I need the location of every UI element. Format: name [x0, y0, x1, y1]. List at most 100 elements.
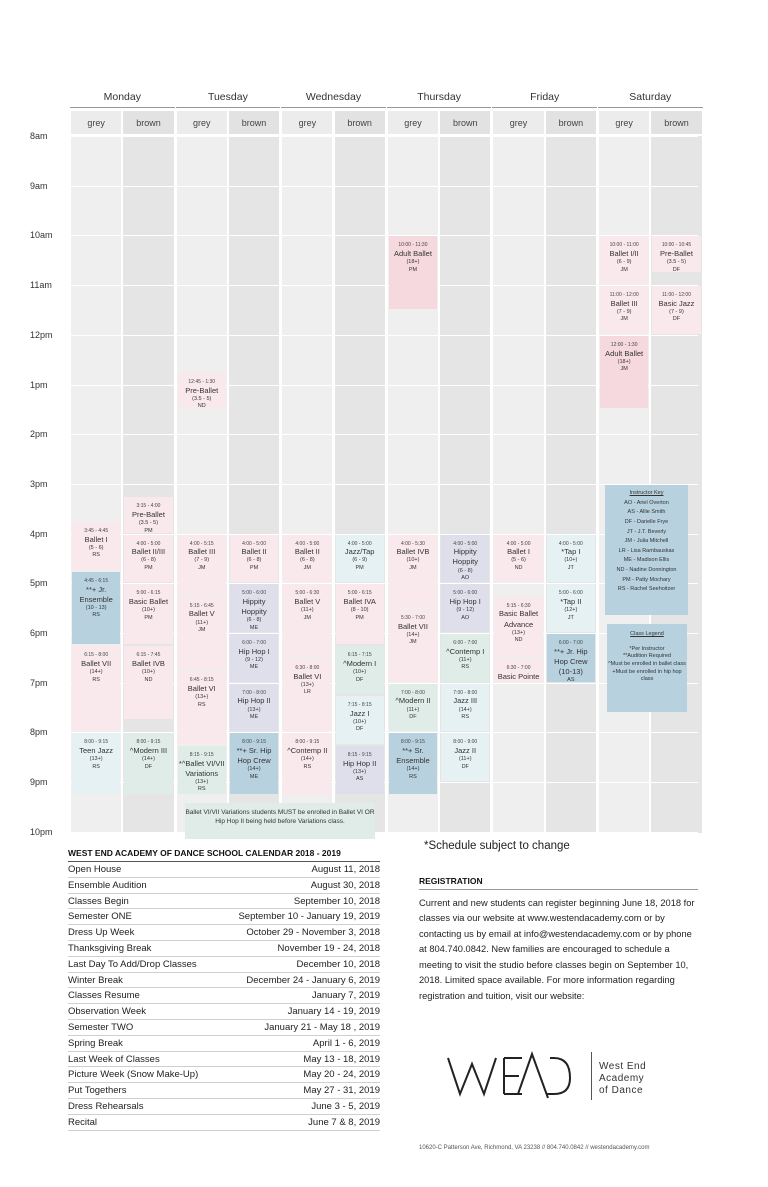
- class-time: 6:30 - 7:00: [506, 664, 531, 671]
- time-label: 4pm: [30, 528, 48, 539]
- class-time: 10:00 - 10:45: [661, 242, 692, 249]
- logo-line: Academy: [599, 1073, 645, 1085]
- class-block: 11:00 - 12:00 Ballet III (7 - 9) JM: [600, 286, 649, 334]
- calendar-row: Semester TWO January 21 - May 18 , 2019: [68, 1020, 380, 1036]
- room-header-brown: brown: [440, 111, 491, 135]
- class-instructor: JM: [409, 564, 417, 571]
- hour-gridline: [70, 235, 698, 237]
- class-schedule: Monday grey brown Tuesday grey brown Wednesday…: [30, 86, 703, 837]
- class-age: (11+): [195, 619, 209, 626]
- time-label: 2pm: [30, 429, 48, 440]
- class-age: (3.5 - 5): [666, 259, 687, 266]
- time-label: 10pm: [30, 826, 53, 837]
- calendar-date: June 7 & 8, 2019: [308, 1116, 380, 1128]
- class-time: 8:00 - 9:15: [242, 739, 266, 746]
- logo-line: West End: [599, 1061, 647, 1072]
- class-block: 5:30 - 7:00 Ballet VII (14+) JM: [388, 609, 438, 682]
- class-block: 8:00 - 9:15 ^Contemp II (14+) RS: [283, 733, 332, 794]
- class-block: 4:00 - 5:00 *Tap I (10+) JT: [546, 534, 595, 583]
- class-block: 4:00 - 5:00 Ballet I (5 - 6) ND: [494, 534, 543, 583]
- class-block: 8:00 - 9:15 **+ Sr. Ensemble (14+) RS: [388, 733, 438, 794]
- class-instructor: RS: [409, 773, 417, 780]
- class-age: (10+): [141, 607, 155, 614]
- class-instructor: JM: [409, 639, 417, 646]
- hour-gridline: [70, 831, 698, 833]
- class-block: 6:15 - 7:15 ^Modern I (10+) DF: [335, 646, 384, 695]
- class-age: (5 - 6): [88, 545, 104, 552]
- class-age: (14+): [406, 632, 420, 639]
- class-block: 5:00 - 6:30 Ballet V (11+) JM: [283, 584, 332, 657]
- class-name: Ballet I: [507, 547, 530, 557]
- class-name: **+ Jr. Hip Hop Crew (10-13): [554, 646, 588, 676]
- class-instructor: JM: [303, 614, 311, 621]
- class-instructor: AS: [567, 677, 575, 682]
- class-time: 6:30 - 8:00: [295, 664, 320, 671]
- class-age: (6 - 8): [141, 557, 156, 564]
- class-time: 6:45 - 8:15: [189, 677, 214, 684]
- class-name: Hip Hop II: [342, 758, 377, 768]
- calendar-row: Winter Break December 24 - January 6, 201…: [68, 973, 380, 989]
- class-instructor: RS: [461, 713, 470, 720]
- calendar-row: Dress Up Week October 29 - November 3, 20…: [68, 925, 380, 941]
- instructor-key-item: DF - Darielle Frye: [624, 518, 669, 525]
- class-name: Ballet I/II: [609, 249, 639, 259]
- class-time: 6:15 - 8:00: [84, 652, 109, 659]
- instructor-key-item: LR - Lisa Rambauskas: [618, 547, 675, 554]
- class-name: Jazz II: [454, 746, 477, 756]
- class-instructor: RS: [92, 676, 100, 683]
- class-name: Pre-Ballet: [185, 385, 219, 395]
- class-name: *^Ballet VI/VII Variations: [178, 758, 225, 778]
- calendar-date: November 19 - 24, 2018: [277, 942, 380, 954]
- class-time: 4:00 - 5:00: [453, 540, 478, 547]
- class-name: **+ Sr. Ensemble: [396, 746, 430, 766]
- hour-gridline: [70, 334, 698, 336]
- instructor-key-item: ME - Madison Ellis: [623, 557, 670, 564]
- class-name: Ballet IVB: [396, 547, 430, 557]
- class-time: 8:00 - 9:15: [84, 739, 109, 746]
- class-instructor: ND: [197, 403, 206, 409]
- calendar-event: Open House: [68, 864, 122, 875]
- class-age: (10+): [564, 557, 578, 564]
- instructor-key-item: RS - Rachel Seehoitzer: [617, 586, 676, 593]
- class-block: 4:00 - 5:30 Ballet IVB (10+) JM: [388, 534, 438, 608]
- class-instructor: PM: [144, 527, 153, 533]
- class-name: Jazz III: [453, 696, 478, 706]
- class-age: (10+): [141, 669, 155, 676]
- class-instructor: RS: [92, 763, 100, 770]
- class-instructor: ME: [249, 713, 259, 720]
- class-block: 10:00 - 11:30 Adult Ballet (18+) PM: [388, 236, 438, 309]
- room-header-brown: brown: [545, 111, 596, 135]
- calendar-date: May 20 - 24, 2019: [303, 1069, 380, 1081]
- calendar-row: Semester ONE September 10 - January 19, 2…: [68, 909, 380, 926]
- instructor-key-item: PM - Patty Mochary: [622, 576, 671, 583]
- class-legend-item: ^Must be enrolled in ballet class: [608, 661, 686, 667]
- class-instructor: AS: [355, 776, 364, 783]
- hour-gridline: [70, 682, 698, 684]
- class-legend-item: *Per Instructor: [629, 645, 665, 652]
- calendar-row: Classes Begin September 10, 2018: [68, 894, 380, 910]
- day-header-wednesday: Wednesday: [281, 86, 386, 108]
- class-instructor: ND: [144, 676, 153, 683]
- hour-gridline: [70, 483, 698, 485]
- class-time: 12:45 - 1:30: [188, 379, 216, 386]
- calendar-event: Dress Up Week: [68, 927, 135, 939]
- calendar-date: April 1 - 6, 2019: [312, 1037, 380, 1049]
- class-block: 8:00 - 9:15 ^Modern III (14+) DF: [124, 733, 173, 794]
- class-instructor: AO: [461, 614, 470, 621]
- class-name: Jazz/Tap: [344, 547, 375, 557]
- hour-gridline: [70, 583, 698, 585]
- class-instructor: PM: [408, 266, 418, 273]
- day-header-monday: Monday: [70, 86, 175, 108]
- class-instructor: AO: [461, 575, 470, 582]
- class-time: 6:15 - 7:15: [347, 652, 372, 659]
- class-instructor: DF: [461, 763, 469, 770]
- class-name: Hip Hop I: [449, 597, 481, 607]
- class-time: 11:00 - 12:00: [609, 292, 639, 299]
- class-instructor: ND: [514, 564, 523, 571]
- calendar-row: Spring Break April 1 - 6, 2019: [68, 1036, 380, 1052]
- class-instructor: JM: [620, 266, 628, 273]
- time-label: 8am: [30, 131, 48, 141]
- class-time: 8:00 - 9:15: [136, 739, 161, 746]
- room-header-grey: grey: [176, 111, 227, 135]
- hour-gridline: [70, 633, 698, 634]
